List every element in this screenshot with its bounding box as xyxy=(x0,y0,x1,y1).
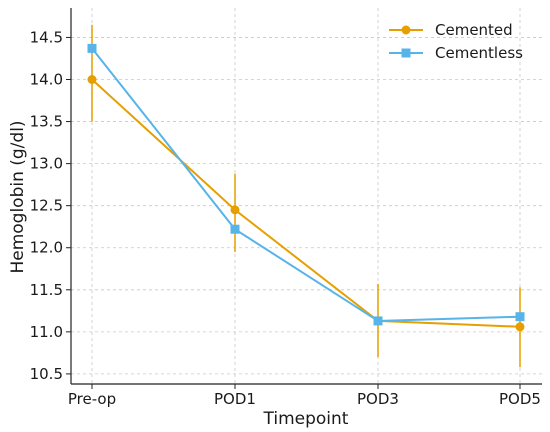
y-tick-label: 13.5 xyxy=(30,113,63,131)
legend-cemented-label: Cemented xyxy=(435,21,513,39)
x-tick-labels: Pre-op POD1 POD3 POD5 xyxy=(68,390,541,408)
legend-cemented-marker xyxy=(401,25,411,35)
cementless-point xyxy=(87,43,97,53)
x-tick-label: POD1 xyxy=(214,390,256,408)
series-lines xyxy=(91,47,521,328)
y-tick-label: 14.0 xyxy=(30,70,63,88)
cementless-line xyxy=(91,47,521,322)
y-tick-label: 11.0 xyxy=(30,323,63,341)
cemented-point xyxy=(230,205,240,215)
series-markers xyxy=(87,43,525,332)
cementless-point xyxy=(515,312,525,322)
y-tick-label: 14.5 xyxy=(30,28,63,46)
y-tick-label: 10.5 xyxy=(30,365,63,383)
x-axis-title: Timepoint xyxy=(263,409,349,429)
x-tick-label: Pre-op xyxy=(68,390,116,408)
legend-cementless-marker xyxy=(401,48,411,58)
y-tick-label: 12.5 xyxy=(30,197,63,215)
y-tick-label: 12.0 xyxy=(30,239,63,257)
y-tick-labels: 10.5 11.0 11.5 12.0 12.5 13.0 13.5 14.0 14.5 xyxy=(30,28,63,382)
cemented-line xyxy=(91,78,521,328)
cementless-point xyxy=(230,224,240,234)
error-bars xyxy=(91,24,521,368)
grid xyxy=(71,8,542,384)
legend: Cemented Cementless xyxy=(389,21,523,62)
legend-cementless-label: Cementless xyxy=(435,44,523,62)
cemented-point xyxy=(87,74,97,84)
cementless-point xyxy=(373,316,383,326)
x-tick-label: POD5 xyxy=(499,390,541,408)
y-tick-label: 13.0 xyxy=(30,155,63,173)
cemented-point xyxy=(515,322,525,332)
x-tick-label: POD3 xyxy=(357,390,399,408)
y-tick-label: 11.5 xyxy=(30,281,63,299)
axes xyxy=(66,8,542,389)
y-axis-title: Hemoglobin (g/dl) xyxy=(8,120,28,273)
